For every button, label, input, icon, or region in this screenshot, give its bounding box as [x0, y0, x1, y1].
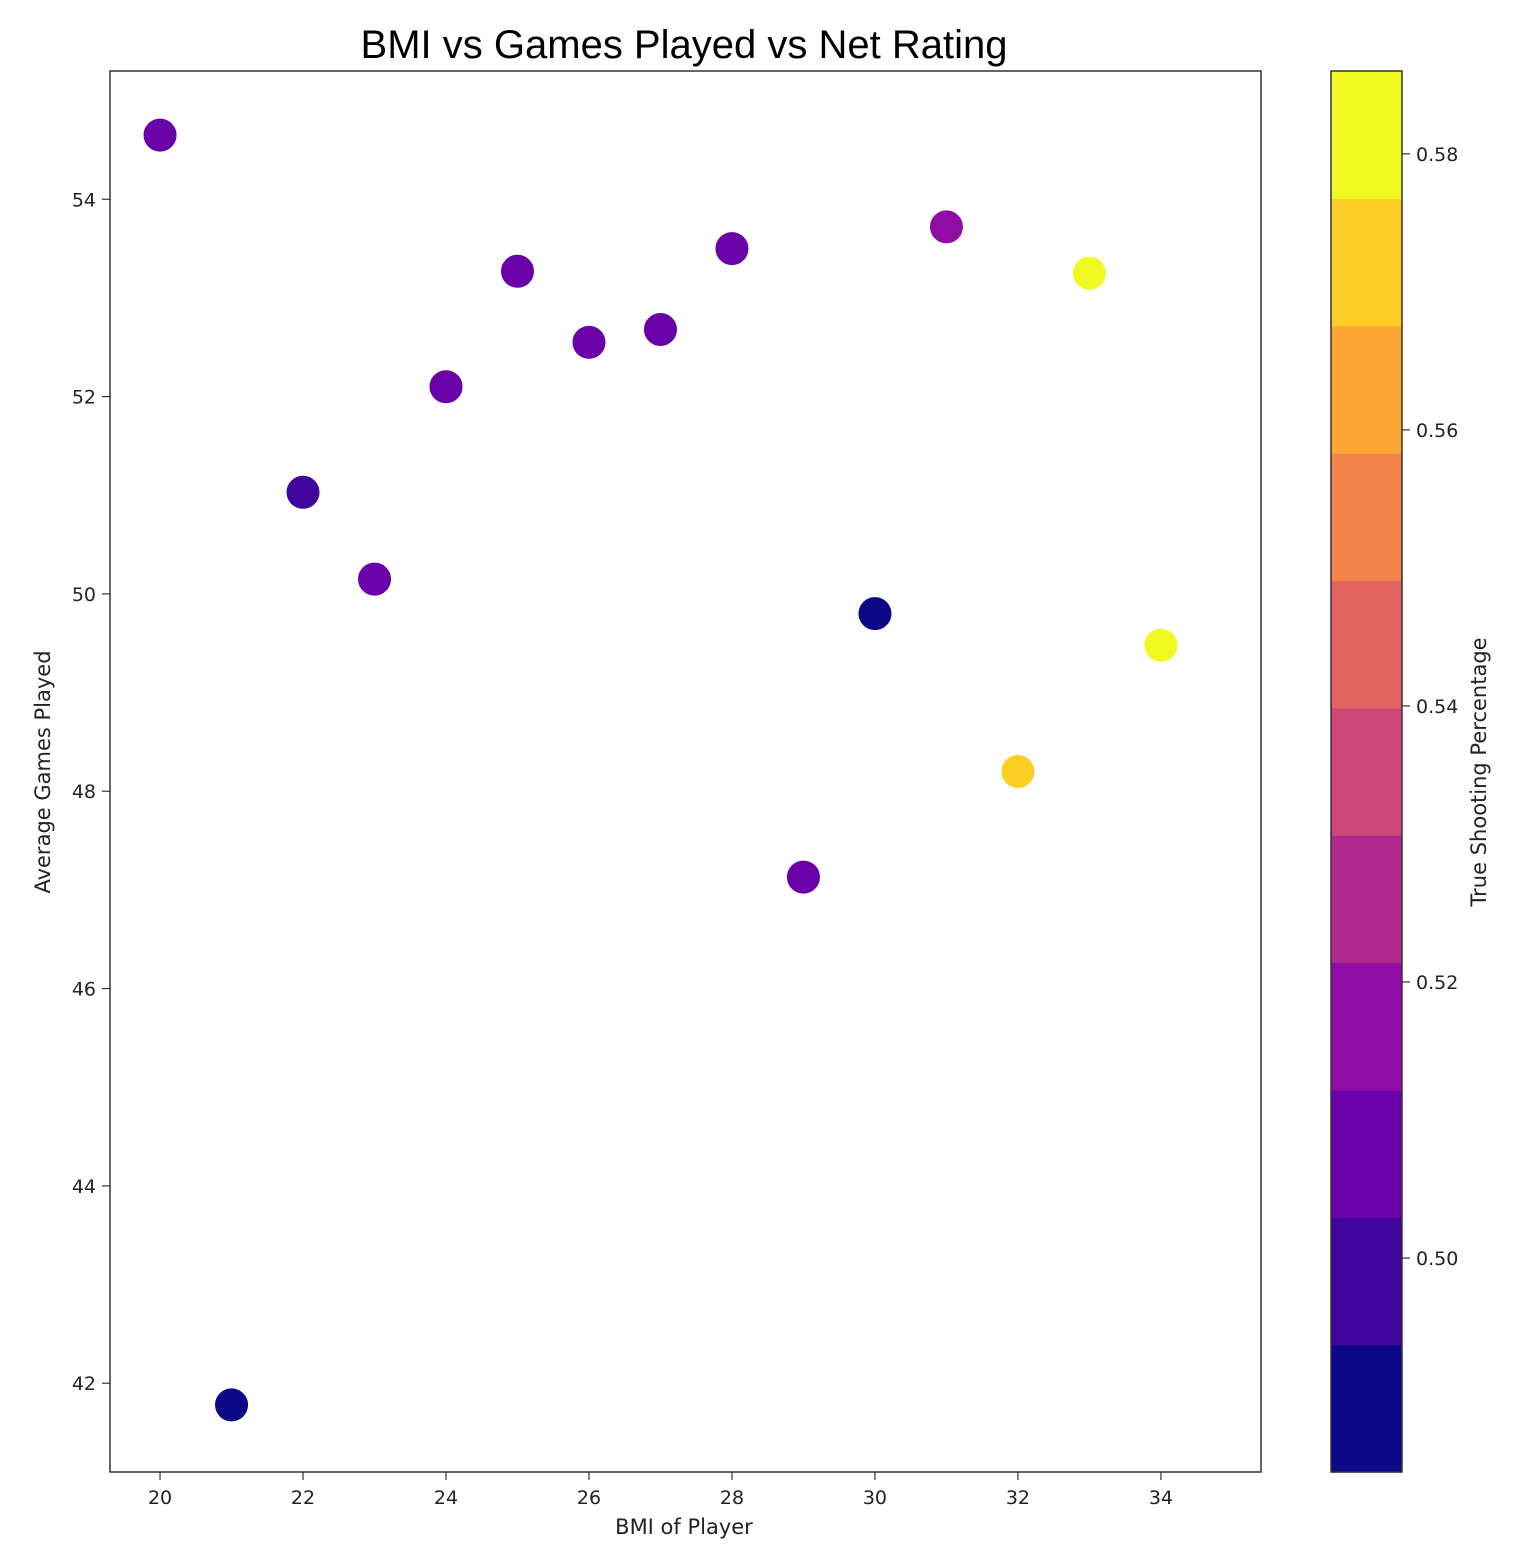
colorbar-band	[1331, 198, 1402, 327]
colorbar-band	[1331, 1344, 1402, 1473]
scatter-point	[499, 253, 535, 289]
colorbar-band	[1331, 325, 1402, 454]
y-tick-label: 52	[72, 387, 96, 409]
x-tick-label: 20	[148, 1487, 172, 1509]
colorbar-band	[1331, 835, 1402, 964]
colorbar-tick-label: 0.56	[1416, 420, 1458, 442]
colorbar-axis: 0.50 0.52 0.54 0.56 0.58	[1402, 144, 1458, 1270]
y-tick-label: 42	[72, 1373, 96, 1395]
y-tick-label: 48	[72, 781, 96, 803]
x-axis-label: BMI of Player	[615, 1515, 753, 1539]
plot-frame	[109, 70, 1262, 1473]
y-tick-label: 46	[72, 979, 96, 1001]
x-tick-label: 22	[291, 1487, 315, 1509]
y-axis-label: Average Games Played	[31, 650, 55, 893]
colorbar-band	[1331, 453, 1402, 582]
y-axis: 42 44 46 48 50 52 54	[72, 189, 110, 1395]
scatter-point	[714, 231, 750, 267]
colorbar	[1331, 71, 1402, 1473]
scatter-point	[428, 369, 464, 405]
scatter-point	[142, 117, 178, 153]
scatter-point	[285, 474, 321, 510]
x-tick-label: 30	[863, 1487, 887, 1509]
colorbar-band	[1331, 707, 1402, 836]
scatter-point	[214, 1387, 250, 1423]
colorbar-tick-label: 0.52	[1416, 972, 1458, 994]
colorbar-tick-label: 0.50	[1416, 1248, 1458, 1270]
colorbar-tick-label: 0.58	[1416, 144, 1458, 166]
x-axis: 20 22 24 26 28 30 32 34	[148, 1472, 1173, 1509]
y-tick-label: 54	[72, 189, 96, 211]
scatter-point	[1143, 627, 1179, 663]
colorbar-band	[1331, 1089, 1402, 1218]
colorbar-band	[1331, 71, 1402, 199]
scatter-point	[357, 561, 393, 597]
colorbar-band	[1331, 580, 1402, 709]
y-tick-label: 50	[72, 584, 96, 606]
scatter-point	[857, 596, 893, 632]
scatter-point	[642, 311, 678, 347]
plot-marks	[142, 117, 1179, 1423]
chart-title: BMI vs Games Played vs Net Rating	[361, 23, 1008, 67]
y-tick-label: 44	[72, 1176, 96, 1198]
scatter-point	[1000, 754, 1036, 789]
x-tick-label: 24	[434, 1487, 458, 1509]
colorbar-band	[1331, 962, 1402, 1091]
scatter-point	[1071, 255, 1107, 291]
colorbar-band	[1331, 1217, 1402, 1346]
scatter-point	[785, 859, 821, 895]
colorbar-label: True Shooting Percentage	[1467, 637, 1491, 907]
x-tick-label: 34	[1149, 1487, 1173, 1509]
colorbar-frame	[1330, 70, 1403, 1473]
x-tick-label: 28	[720, 1487, 744, 1509]
x-tick-label: 32	[1006, 1487, 1030, 1509]
colorbar-tick-label: 0.54	[1416, 696, 1458, 718]
scatter-point	[571, 324, 607, 360]
scatter-point	[928, 209, 964, 245]
x-tick-label: 26	[577, 1487, 601, 1509]
